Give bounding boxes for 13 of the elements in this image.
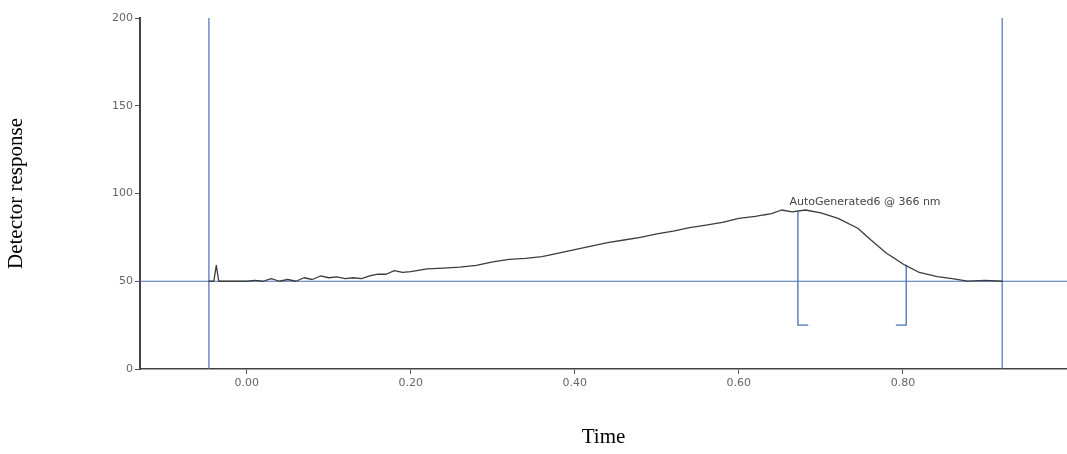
x-tick-label: 0.20 [398,376,423,390]
x-tick-label: 0.60 [726,376,752,390]
annotation: AutoGenerated6 @ 366 nm [789,194,941,208]
y-tick-label: 150 [112,98,133,112]
y-tick-label: 0 [126,361,133,375]
x-tick-label: 0.80 [890,376,916,390]
x-axis-title: Time [581,423,626,448]
x-tick-label: 0.00 [234,376,259,390]
y-tick-label: 100 [112,186,133,200]
y-axis-title: Detector response [3,117,28,270]
y-tick-label: 50 [119,274,133,288]
x-tick-label: 0.40 [562,376,588,390]
y-tick-label: 200 [112,10,133,24]
